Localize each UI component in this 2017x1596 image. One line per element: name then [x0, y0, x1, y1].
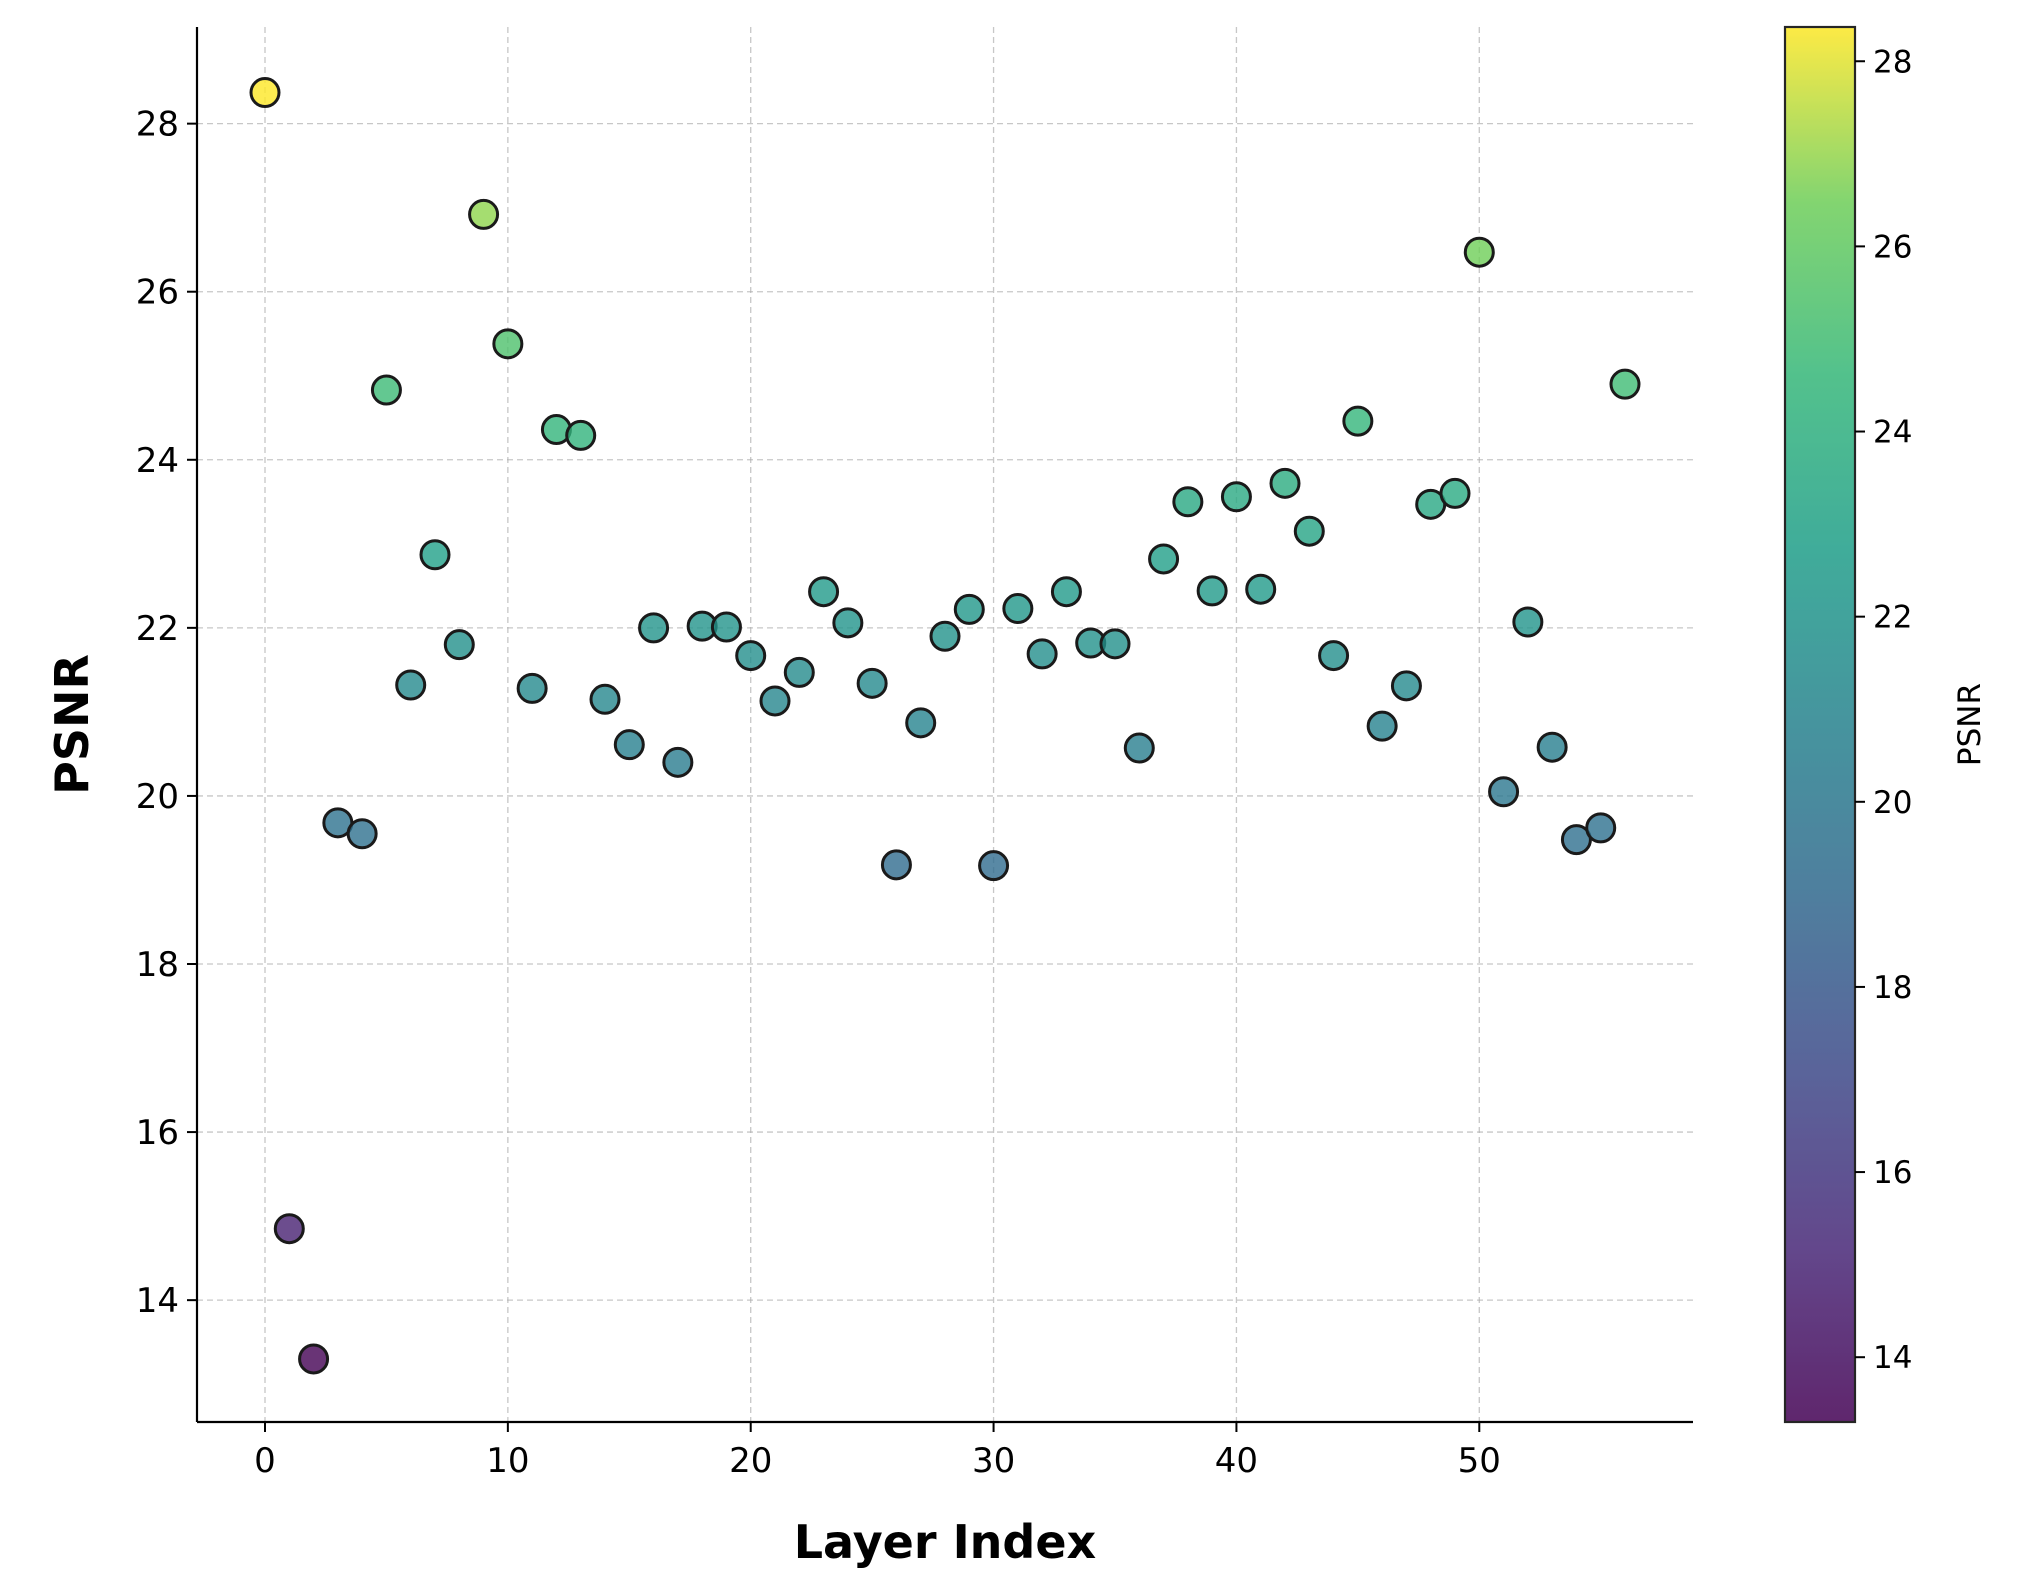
- scatter-point: [370, 374, 402, 406]
- scatter-point: [1488, 776, 1520, 808]
- x-axis-label: Layer Index: [794, 1515, 1096, 1569]
- colorbar-tick-label: 28: [1873, 44, 1912, 80]
- scatter-point: [1220, 481, 1252, 513]
- x-tick-label: 40: [1215, 1441, 1258, 1481]
- scatter-point: [1536, 731, 1568, 763]
- colorbar-tick-label: 20: [1873, 785, 1912, 821]
- x-tick-label: 50: [1458, 1441, 1501, 1481]
- colorbar: 14 16 18 20 22 24 26 28 PSNR: [1783, 25, 1988, 1424]
- axes: [195, 27, 1693, 1424]
- y-tick-label: 16: [136, 1113, 179, 1153]
- colorbar-tick-label: 22: [1873, 600, 1912, 636]
- scatter-point: [905, 707, 937, 739]
- colorbar-gradient: [1783, 25, 1857, 1424]
- x-axis-ticks: 0 10 20 30 40 50: [254, 1422, 1501, 1481]
- scatter-point: [832, 607, 864, 639]
- colorbar-tick-label: 26: [1873, 229, 1912, 265]
- scatter-point: [1585, 812, 1617, 844]
- scatter-point: [1099, 628, 1131, 660]
- scatter-point: [249, 77, 281, 109]
- scatter-point: [929, 620, 961, 652]
- scatter-point: [1196, 575, 1228, 607]
- scatter-point: [273, 1213, 305, 1245]
- scatter-point: [783, 656, 815, 688]
- scatter-point: [443, 629, 475, 661]
- scatter-point: [1390, 670, 1422, 702]
- colorbar-label: PSNR: [1952, 683, 1988, 766]
- scatter-point: [565, 419, 597, 451]
- scatter-point: [856, 667, 888, 699]
- scatter-point: [662, 746, 694, 778]
- y-tick-label: 22: [136, 609, 179, 649]
- scatter-point: [1245, 573, 1277, 605]
- scatter-point: [1609, 368, 1641, 400]
- scatter-point: [298, 1343, 330, 1375]
- y-axis-ticks: 14 16 18 20 22 24 26 28: [136, 105, 197, 1321]
- scatter-point: [613, 729, 645, 761]
- scatter-point: [1148, 543, 1180, 575]
- y-axis-label: PSNR: [45, 654, 99, 795]
- scatter-point: [346, 818, 378, 850]
- colorbar-tick-label: 14: [1873, 1340, 1912, 1376]
- scatter-point: [1172, 486, 1204, 518]
- y-tick-label: 28: [136, 105, 179, 145]
- x-tick-label: 20: [729, 1441, 772, 1481]
- scatter-point: [1002, 593, 1034, 625]
- x-tick-label: 10: [486, 1441, 529, 1481]
- data-points: [249, 77, 1641, 1375]
- y-tick-label: 24: [136, 441, 179, 481]
- scatter-point: [1050, 576, 1082, 608]
- y-tick-label: 14: [136, 1281, 179, 1321]
- grid-lines: [197, 27, 1693, 1422]
- colorbar-tick-label: 16: [1873, 1155, 1912, 1191]
- scatter-point: [978, 850, 1010, 882]
- colorbar-ticks: 14 16 18 20 22 24 26 28: [1855, 44, 1912, 1376]
- scatter-point: [880, 849, 912, 881]
- scatter-point: [1269, 467, 1301, 499]
- y-tick-label: 20: [136, 777, 179, 817]
- scatter-point: [468, 198, 500, 230]
- scatter-point: [516, 672, 548, 704]
- scatter-point: [759, 685, 791, 717]
- y-tick-label: 18: [136, 945, 179, 985]
- x-tick-label: 0: [254, 1441, 276, 1481]
- scatter-point: [419, 539, 451, 571]
- x-tick-label: 30: [972, 1441, 1015, 1481]
- y-tick-label: 26: [136, 273, 179, 313]
- scatter-point: [1026, 638, 1058, 670]
- scatter-point: [492, 328, 524, 360]
- scatter-point: [395, 669, 427, 701]
- scatter-point: [638, 612, 670, 644]
- scatter-point: [808, 576, 840, 608]
- scatter-point: [1463, 236, 1495, 268]
- scatter-point: [1293, 515, 1325, 547]
- scatter-point: [1512, 606, 1544, 638]
- scatter-point: [710, 611, 742, 643]
- scatter-point: [953, 593, 985, 625]
- scatter-point: [589, 683, 621, 715]
- colorbar-tick-label: 18: [1873, 970, 1912, 1006]
- scatter-point: [1123, 732, 1155, 764]
- colorbar-tick-label: 24: [1873, 415, 1912, 451]
- scatter-point: [1366, 710, 1398, 742]
- scatter-point: [1318, 640, 1350, 672]
- scatter-point: [1342, 405, 1374, 437]
- scatter-point: [1439, 477, 1471, 509]
- scatter-point: [735, 640, 767, 672]
- scatter-point: [1560, 824, 1592, 856]
